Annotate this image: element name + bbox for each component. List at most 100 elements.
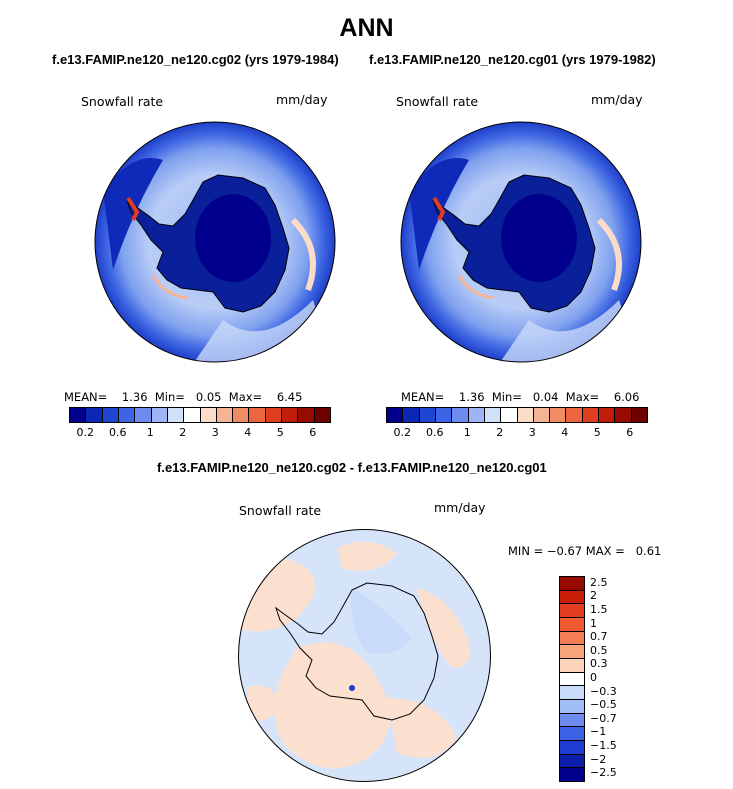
right-stats: MEAN= 1.36 Min= 0.04 Max= 6.06 <box>401 390 639 404</box>
colorbar-box <box>560 700 584 714</box>
left-panel-title: f.e13.FAMIP.ne120_ne120.cg02 (yrs 1979-1… <box>52 52 339 67</box>
colorbar-box <box>560 618 584 632</box>
colorbar-box <box>560 577 584 591</box>
colorbar-box <box>151 408 168 422</box>
colorbar-box <box>560 645 584 660</box>
colorbar-tick-label: −1.5 <box>590 739 617 752</box>
colorbar-box <box>265 408 283 422</box>
colorbar-box <box>135 408 152 422</box>
colorbar-box <box>517 408 534 422</box>
colorbar-tick-label: −2.5 <box>590 766 617 780</box>
colorbar-box <box>560 604 584 619</box>
colorbar-box <box>599 408 616 422</box>
colorbar-box <box>249 408 266 422</box>
right-mean-label: MEAN= <box>401 390 445 404</box>
difference-map <box>238 529 491 782</box>
diff-antarctica-outline <box>275 582 439 721</box>
colorbar-box <box>560 659 584 673</box>
colorbar-tick-label: −0.5 <box>590 698 617 712</box>
colorbar-tick-label: 4 <box>561 426 569 439</box>
colorbar-box <box>631 408 647 422</box>
diff-min-label: MIN = <box>508 544 544 558</box>
colorbar-box <box>560 741 584 755</box>
colorbar-tick-label: 6 <box>626 426 634 439</box>
colorbar-box <box>560 686 584 701</box>
colorbar-box <box>452 408 469 422</box>
colorbar-tick-label: 2 <box>496 426 504 439</box>
colorbar-tick-label: 0.2 <box>393 426 412 439</box>
colorbar-box <box>560 590 584 605</box>
left-min-value: 0.05 <box>195 390 222 404</box>
colorbar-tick-label: 0.6 <box>426 426 444 439</box>
right-variable-label: Snowfall rate <box>396 94 479 109</box>
colorbar-box <box>167 408 185 422</box>
colorbar-tick-label: 0.2 <box>76 426 95 439</box>
colorbar-tick-label: 5 <box>593 426 601 439</box>
diff-stats: MIN = −0.67 MAX = 0.61 <box>508 544 661 558</box>
colorbar-tick-label: 0.6 <box>109 426 127 439</box>
colorbar-box <box>560 713 584 728</box>
colorbar-box <box>118 408 136 422</box>
colorbar-tick-label: 3 <box>528 426 536 439</box>
left-mean-value: 1.36 <box>121 390 148 404</box>
colorbar-box <box>233 408 250 422</box>
colorbar-box <box>582 408 600 422</box>
left-colorbar <box>69 407 331 423</box>
colorbar-box <box>560 631 584 646</box>
colorbar-box <box>560 768 584 782</box>
colorbar-tick-label: 2.5 <box>590 575 608 589</box>
colorbar-box <box>533 408 551 422</box>
right-colorbar <box>386 407 648 423</box>
left-max-label: Max= <box>228 390 263 404</box>
diff-units-label: mm/day <box>434 500 486 515</box>
colorbar-box <box>419 408 436 422</box>
left-mean-label: MEAN= <box>64 390 108 404</box>
diff-max-value: 0.61 <box>635 544 662 558</box>
colorbar-tick-label: 1 <box>590 616 597 630</box>
right-panel-title: f.e13.FAMIP.ne120_ne120.cg01 (yrs 1979-1… <box>369 52 656 67</box>
colorbar-tick-label: −1 <box>590 725 607 739</box>
colorbar-tick-label: 0.3 <box>590 657 608 671</box>
left-variable-label: Snowfall rate <box>81 94 164 109</box>
colorbar-tick-label: 0.7 <box>590 630 608 644</box>
colorbar-box <box>560 754 584 769</box>
colorbar-box <box>282 408 299 422</box>
colorbar-box <box>86 408 103 422</box>
right-min-label: Min= <box>491 390 522 404</box>
colorbar-tick-label: −0.3 <box>590 684 617 698</box>
colorbar-tick-label: −2 <box>590 752 607 766</box>
colorbar-tick-label: 0.5 <box>590 643 608 657</box>
left-max-value: 6.45 <box>276 390 303 404</box>
colorbar-tick-label: 3 <box>211 426 219 439</box>
colorbar-box <box>550 408 567 422</box>
right-units-label: mm/day <box>591 92 643 107</box>
colorbar-box <box>484 408 502 422</box>
right-max-label: Max= <box>565 390 600 404</box>
diff-max-label: MAX = <box>585 544 625 558</box>
right-min-value: 0.04 <box>532 390 559 404</box>
right-max-value: 6.06 <box>613 390 640 404</box>
colorbar-box <box>615 408 632 422</box>
colorbar-box <box>387 408 404 422</box>
colorbar-tick-label: 2 <box>590 589 597 603</box>
right-mean-value: 1.36 <box>458 390 485 404</box>
diff-colorbar <box>559 576 585 782</box>
colorbar-box <box>560 672 584 687</box>
diff-min-value: −0.67 <box>546 544 583 558</box>
colorbar-tick-label: 1.5 <box>590 603 608 616</box>
colorbar-tick-label: −0.7 <box>590 711 617 725</box>
colorbar-box <box>298 408 315 422</box>
colorbar-box <box>102 408 119 422</box>
colorbar-tick-label: 2 <box>179 426 187 439</box>
right-map <box>400 121 642 363</box>
colorbar-tick-label: 0 <box>590 671 597 684</box>
diff-variable-label: Snowfall rate <box>239 503 322 518</box>
colorbar-box <box>468 408 485 422</box>
colorbar-box <box>314 408 330 422</box>
colorbar-box <box>70 408 87 422</box>
left-stats: MEAN= 1.36 Min= 0.05 Max= 6.45 <box>64 390 302 404</box>
colorbar-tick-label: 1 <box>146 426 154 439</box>
colorbar-box <box>501 408 518 422</box>
colorbar-tick-label: 1 <box>463 426 471 439</box>
figure-title: ANN <box>339 14 394 42</box>
